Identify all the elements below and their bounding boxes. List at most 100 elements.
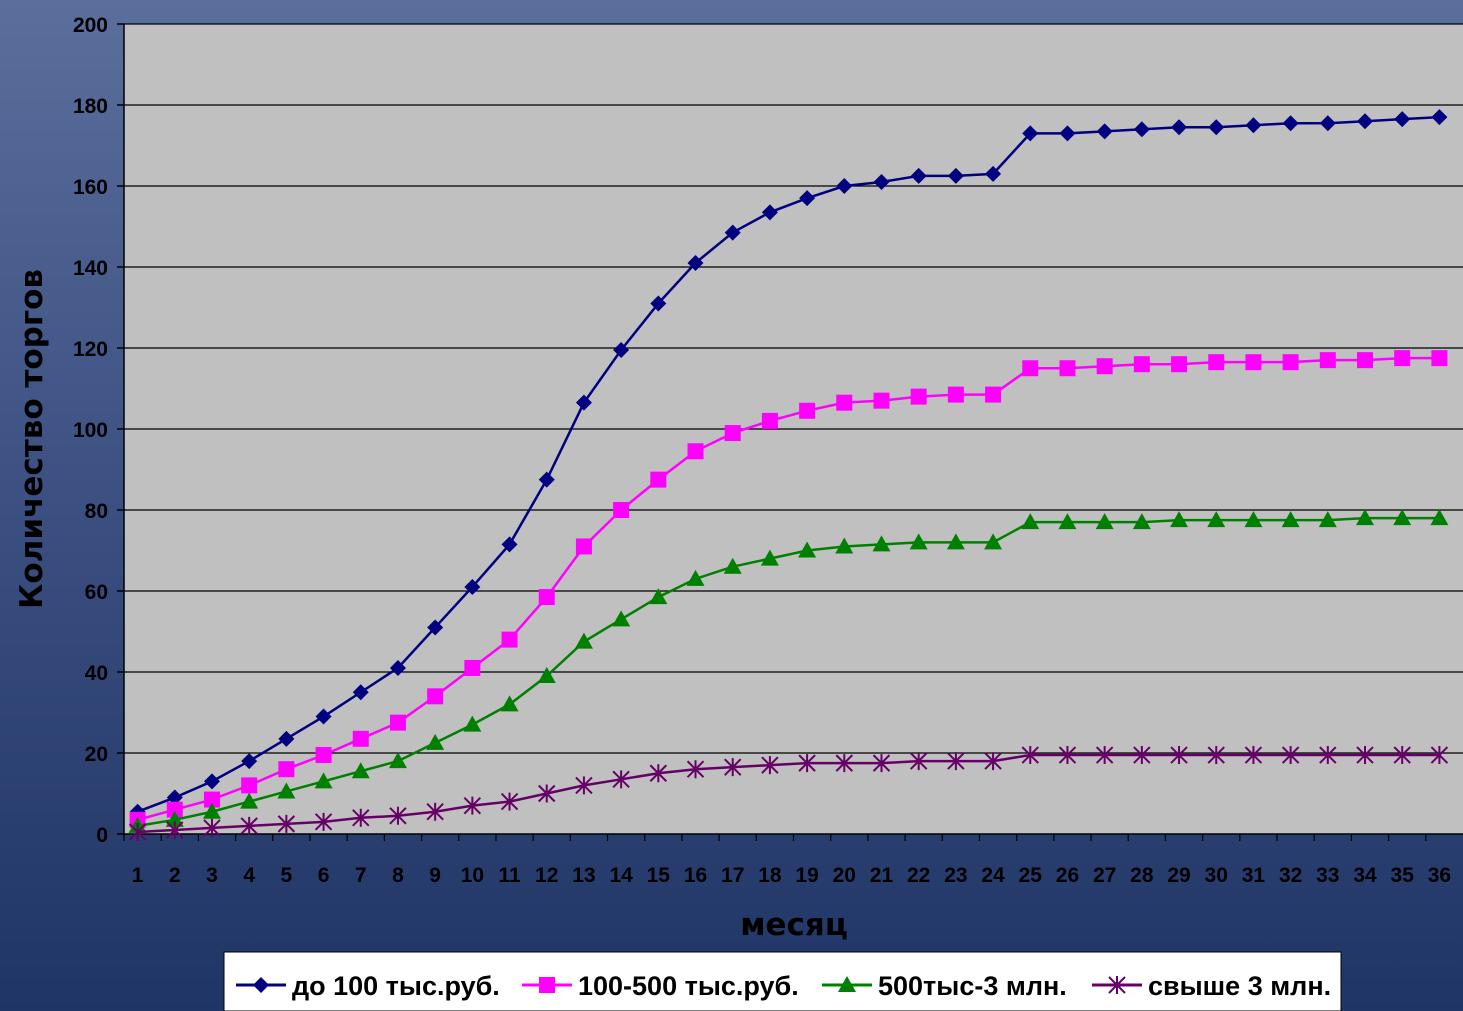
data-point bbox=[1245, 117, 1262, 134]
x-tick-label: 36 bbox=[1428, 864, 1451, 887]
x-tick-label: 18 bbox=[758, 864, 782, 887]
data-point bbox=[1133, 356, 1150, 373]
y-tick-label: 160 bbox=[73, 176, 108, 199]
data-point bbox=[760, 549, 779, 566]
data-point bbox=[946, 533, 965, 550]
data-point bbox=[612, 610, 631, 627]
data-point bbox=[650, 471, 667, 488]
data-point bbox=[277, 814, 296, 833]
legend-swatch-marker bbox=[838, 976, 856, 992]
data-point bbox=[1244, 511, 1263, 528]
x-tick-label: 24 bbox=[981, 864, 1005, 887]
x-tick-label: 12 bbox=[535, 864, 558, 887]
data-point bbox=[464, 578, 481, 595]
data-point bbox=[1357, 113, 1374, 130]
data-point bbox=[166, 820, 184, 839]
data-point bbox=[947, 386, 964, 403]
data-point bbox=[836, 394, 853, 411]
data-point bbox=[649, 764, 668, 783]
x-tick-label: 25 bbox=[1019, 864, 1043, 887]
x-tick-labels: 1 2 3 4 5 6 7 8 9 10 11 12 13 14 15 16 17 18 19 20 21 22 23 24 2… bbox=[132, 864, 1451, 887]
data-point bbox=[1133, 746, 1151, 765]
data-point bbox=[1281, 511, 1300, 528]
x-tick-label: 6 bbox=[318, 864, 330, 887]
data-point bbox=[723, 557, 742, 574]
data-point bbox=[1393, 509, 1412, 526]
data-point bbox=[1059, 125, 1076, 142]
data-point bbox=[836, 178, 853, 194]
x-tick-label: 7 bbox=[355, 864, 367, 887]
x-tick-label: 2 bbox=[169, 864, 181, 887]
data-point bbox=[202, 802, 221, 819]
data-point bbox=[1022, 360, 1039, 377]
data-point bbox=[1171, 119, 1188, 136]
x-tick-label: 23 bbox=[944, 864, 967, 887]
data-point bbox=[538, 589, 555, 606]
data-point bbox=[1021, 746, 1039, 765]
data-point bbox=[872, 754, 891, 773]
data-point bbox=[686, 760, 705, 779]
data-point bbox=[240, 816, 258, 835]
data-point bbox=[1058, 746, 1077, 765]
series-group bbox=[128, 109, 1449, 841]
legend-item: до 100 тыс.руб. bbox=[236, 971, 500, 1001]
x-tick-label: 20 bbox=[833, 864, 856, 887]
legend-label: до 100 тыс.руб. bbox=[292, 971, 500, 1001]
data-point bbox=[463, 715, 482, 732]
data-point bbox=[575, 538, 592, 555]
data-point bbox=[724, 758, 742, 777]
data-point bbox=[612, 770, 630, 789]
data-point bbox=[724, 425, 741, 442]
legend-label: 100-500 тыс.руб. bbox=[578, 971, 799, 1001]
data-point bbox=[203, 773, 220, 790]
data-point bbox=[1133, 121, 1150, 138]
legend-label: свыше 3 млн. bbox=[1148, 971, 1331, 1001]
data-point bbox=[872, 535, 891, 552]
data-point bbox=[835, 754, 853, 773]
series-3 bbox=[128, 509, 1449, 833]
data-point bbox=[388, 752, 407, 769]
data-point bbox=[501, 536, 518, 553]
data-point bbox=[1282, 115, 1299, 132]
data-point bbox=[351, 762, 370, 779]
y-tick-label: 20 bbox=[85, 743, 108, 766]
series-2 bbox=[129, 350, 1448, 828]
x-tick-label: 31 bbox=[1242, 864, 1266, 887]
y-tick-label: 40 bbox=[85, 662, 108, 685]
data-point bbox=[761, 412, 778, 429]
data-point bbox=[1244, 746, 1263, 765]
data-point bbox=[687, 443, 704, 460]
data-point bbox=[686, 569, 705, 586]
series-4 bbox=[128, 746, 1449, 841]
data-point bbox=[463, 796, 482, 815]
x-tick-label: 21 bbox=[870, 864, 894, 887]
x-tick-label: 3 bbox=[206, 864, 218, 887]
y-tick-label: 60 bbox=[85, 581, 108, 604]
x-axis-title: месяц bbox=[740, 907, 848, 943]
data-point bbox=[1170, 746, 1188, 765]
data-point bbox=[1208, 119, 1225, 136]
y-tick-label: 0 bbox=[96, 824, 108, 847]
data-point bbox=[1356, 509, 1375, 526]
data-point bbox=[1281, 746, 1300, 765]
data-point bbox=[1096, 358, 1113, 375]
data-point bbox=[500, 792, 519, 811]
x-tick-label: 10 bbox=[461, 864, 484, 887]
data-point bbox=[203, 791, 220, 808]
data-point bbox=[1430, 509, 1449, 526]
x-tick-label: 13 bbox=[572, 864, 595, 887]
data-point bbox=[277, 782, 296, 799]
data-point bbox=[984, 752, 1002, 771]
data-point bbox=[1318, 511, 1337, 528]
data-point bbox=[1393, 746, 1411, 765]
legend-label: 500тыс-3 млн. bbox=[878, 971, 1067, 1001]
data-point bbox=[761, 204, 778, 221]
x-tick-label: 4 bbox=[243, 864, 255, 887]
data-point bbox=[687, 254, 704, 271]
legend-swatch-marker bbox=[1108, 976, 1126, 994]
data-point bbox=[613, 342, 630, 359]
data-point bbox=[389, 714, 406, 731]
data-point bbox=[352, 808, 370, 827]
x-tick-label: 32 bbox=[1279, 864, 1302, 887]
data-point bbox=[1430, 746, 1449, 765]
